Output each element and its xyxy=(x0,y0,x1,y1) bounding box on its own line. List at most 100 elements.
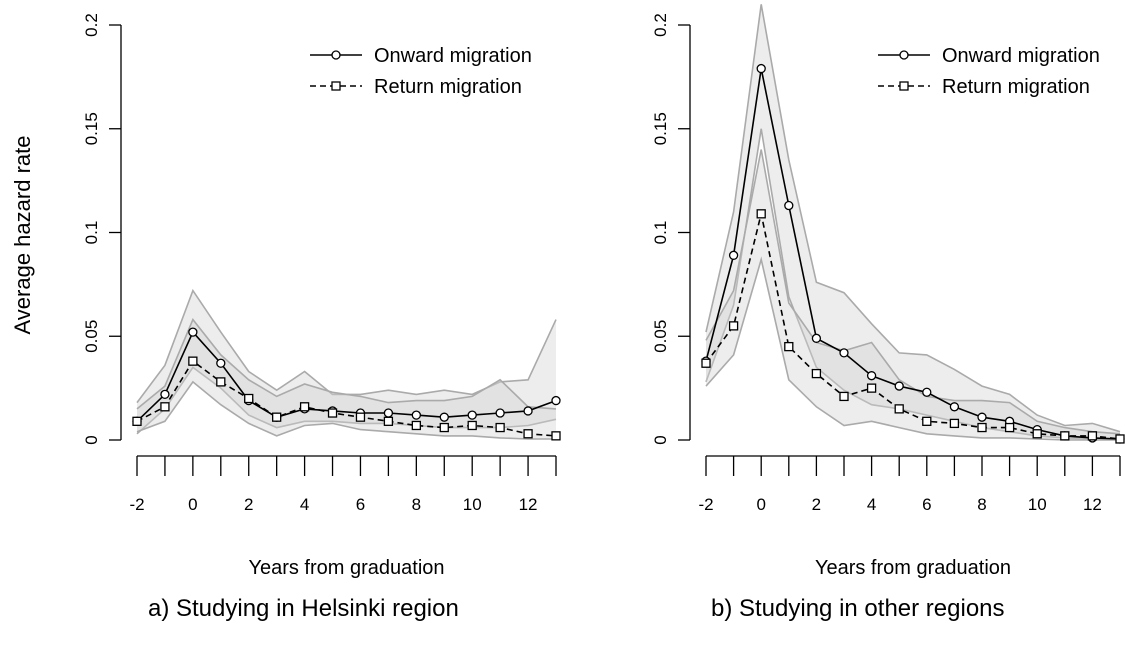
return-point xyxy=(894,404,904,414)
onward-point xyxy=(811,333,822,343)
return-point xyxy=(1032,429,1042,439)
legend-marker-return xyxy=(899,81,909,91)
onward-point xyxy=(188,327,198,337)
band-upper-line xyxy=(136,318,557,410)
return-point xyxy=(1060,431,1070,441)
x-tick-label: 4 xyxy=(300,495,309,514)
onward-point xyxy=(523,406,533,416)
series-line-return xyxy=(136,359,557,437)
return-point xyxy=(299,402,310,412)
return-point xyxy=(327,408,338,418)
x-tick-label: -2 xyxy=(129,495,144,514)
return-point xyxy=(811,368,822,379)
return-point xyxy=(467,420,477,431)
x-tick-label: 2 xyxy=(812,495,821,514)
return-point xyxy=(383,416,394,426)
return-point xyxy=(784,341,794,352)
return-point xyxy=(244,393,254,404)
caption-other-regions: b) Studying in other regions xyxy=(711,595,1005,622)
x-tick-label: 12 xyxy=(519,495,538,514)
onward-point xyxy=(894,381,904,391)
band-upper-line xyxy=(705,149,1121,435)
onward-point xyxy=(839,348,849,358)
onward-point xyxy=(866,371,877,381)
confidence-band-onward xyxy=(706,4,1120,441)
return-point xyxy=(977,422,987,433)
return-point xyxy=(439,422,449,433)
series-line-onward xyxy=(136,330,557,422)
confidence-band-return xyxy=(137,319,556,439)
legend-label: Onward migration xyxy=(374,45,532,67)
return-point xyxy=(839,391,849,402)
onward-point xyxy=(756,63,766,74)
onward-point xyxy=(728,250,739,260)
band-lower-line xyxy=(705,128,1121,441)
y-tick-label: 0.15 xyxy=(651,112,670,145)
onward-point xyxy=(922,387,932,397)
band-lower-line xyxy=(705,256,1120,441)
series-line-return xyxy=(705,213,1121,440)
return-point xyxy=(160,402,170,412)
onward-point xyxy=(411,410,421,420)
y-tick-label: 0.2 xyxy=(82,13,101,37)
panel-helsinki-region: 0 0.05 0.1 0.15 0.2 -2 0 2 4 6 8 10 12 Years from gra… xyxy=(82,13,561,579)
legend-marker-onward xyxy=(331,50,341,60)
return-point xyxy=(1115,434,1125,444)
y-tick-label: 0.05 xyxy=(651,320,670,353)
y-tick-label: 0.05 xyxy=(82,320,101,353)
onward-point xyxy=(467,410,477,420)
caption-helsinki-region: a) Studying in Helsinki region xyxy=(148,595,459,622)
panel-other-regions: 0 0.05 0.1 0.15 0.2 -2 0 2 4 6 8 10 12 Years from gra… xyxy=(651,4,1125,579)
x-tick-label: 8 xyxy=(412,495,421,514)
return-point xyxy=(523,429,533,439)
x-tick-label: 10 xyxy=(463,495,482,514)
onward-point xyxy=(383,408,394,418)
return-point xyxy=(701,358,711,368)
return-point xyxy=(272,412,282,422)
return-point xyxy=(1004,422,1015,433)
y-tick-label: 0.15 xyxy=(82,112,101,145)
y-tick-label: 0 xyxy=(651,435,670,444)
return-point xyxy=(866,383,877,393)
x-tick-label: 4 xyxy=(867,495,876,514)
return-point xyxy=(756,209,766,219)
x-tick-label: 6 xyxy=(922,495,931,514)
y-tick-label: 0 xyxy=(82,435,101,444)
onward-point xyxy=(160,389,170,400)
y-tick-label: 0.2 xyxy=(651,13,670,37)
legend-label: Onward migration xyxy=(942,45,1100,67)
return-point xyxy=(411,420,421,431)
y-axis-title: Average hazard rate xyxy=(10,136,35,335)
band-lower-line xyxy=(136,366,557,435)
x-tick-label: -2 xyxy=(698,495,713,514)
y-tick-label: 0.1 xyxy=(82,221,101,245)
y-tick-label: 0.1 xyxy=(651,221,670,245)
legend-label: Return migration xyxy=(374,76,522,98)
legend-marker-onward xyxy=(899,50,909,60)
confidence-band-onward xyxy=(137,290,556,434)
return-point xyxy=(132,416,142,426)
return-point xyxy=(188,356,198,366)
legend-label: Return migration xyxy=(942,76,1090,98)
x-tick-label: 6 xyxy=(356,495,365,514)
onward-point xyxy=(439,412,449,422)
onward-point xyxy=(216,358,226,368)
return-point xyxy=(1087,431,1098,441)
onward-point xyxy=(495,408,505,418)
return-point xyxy=(728,321,739,331)
return-point xyxy=(355,412,366,422)
legend-marker-return xyxy=(331,81,341,91)
x-tick-label: 8 xyxy=(977,495,986,514)
onward-point xyxy=(949,402,960,412)
x-axis-title: Years from graduation xyxy=(248,557,444,579)
return-point xyxy=(922,416,932,426)
x-tick-label: 0 xyxy=(188,495,197,514)
onward-point xyxy=(977,412,987,422)
x-tick-label: 12 xyxy=(1083,495,1102,514)
return-point xyxy=(216,377,226,387)
return-point xyxy=(551,431,561,441)
return-point xyxy=(495,422,505,433)
series-line-onward xyxy=(705,68,1121,440)
band-upper-line xyxy=(705,4,1121,433)
